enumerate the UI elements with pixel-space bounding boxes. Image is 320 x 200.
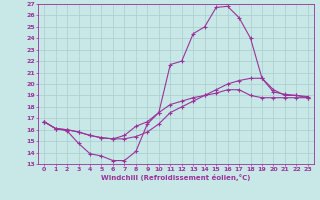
X-axis label: Windchill (Refroidissement éolien,°C): Windchill (Refroidissement éolien,°C) bbox=[101, 174, 251, 181]
